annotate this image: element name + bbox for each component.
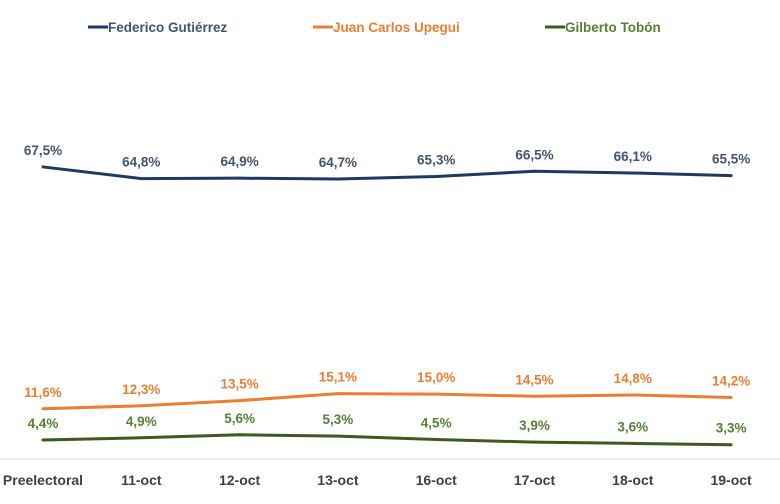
data-label: 5,3% [323,412,354,427]
legend-entry: Gilberto Tobón [565,20,661,35]
data-point [533,440,536,444]
legend: Federico Gutiérrez Juan Carlos Upegui Gilb… [88,20,661,35]
data-point [533,394,536,398]
x-tick-label: 12-oct [219,472,261,488]
data-label: 65,5% [712,152,750,167]
legend-entry: Federico Gutiérrez [108,20,228,35]
data-point [336,434,340,438]
x-tick-label: 13-oct [317,472,359,488]
data-point [434,392,438,396]
data-point [729,396,733,400]
data-label: 3,6% [617,419,648,434]
data-label: 64,9% [220,154,258,169]
data-label: 67,5% [24,143,62,158]
data-point [729,443,733,447]
data-point [631,393,635,397]
data-point [336,177,340,181]
data-point [434,174,438,178]
data-label: 12,3% [122,382,160,397]
data-point [336,392,340,396]
x-axis-labels: Preelectoral 11-oct 12-oct 13-oct 16-oct 17-o… [3,472,752,488]
x-tick-label: 17-oct [514,472,556,488]
data-label: 65,3% [417,152,455,167]
data-label: 13,5% [220,377,258,392]
data-label: 3,3% [716,421,747,436]
data-point [238,433,242,437]
data-point [238,399,242,403]
data-point [139,404,143,408]
data-label: 66,5% [515,147,553,162]
x-tick-label: 16-oct [416,472,458,488]
data-label: 14,2% [712,374,750,389]
legend-entry: Juan Carlos Upegui [333,20,460,35]
data-point [631,171,635,175]
data-label: 14,8% [614,371,652,386]
data-label: 4,9% [126,414,157,429]
data-label: 4,5% [421,416,452,431]
data-label: 64,8% [122,155,160,170]
x-tick-label: 11-oct [121,472,162,488]
data-point [139,177,143,181]
data-point [533,169,536,173]
data-point [41,438,45,442]
x-tick-label: 18-oct [612,472,654,488]
data-point [631,441,635,445]
data-label: 15,0% [417,370,455,385]
x-tick-label: 19-oct [710,472,752,488]
series-line [42,165,732,181]
series-line [42,392,732,411]
data-point [41,165,45,169]
data-label: 14,5% [515,372,553,387]
data-point [238,176,242,180]
data-label: 66,1% [614,149,652,164]
data-label: 4,4% [28,416,59,431]
data-point [729,174,733,178]
data-label: 11,6% [24,385,62,400]
data-label: 64,7% [319,155,357,170]
data-point [434,438,438,442]
data-point [41,407,45,411]
data-label: 15,1% [319,370,357,385]
x-tick-label: Preelectoral [3,472,83,488]
data-point [139,436,143,440]
series-line [42,433,732,447]
data-label: 3,9% [519,418,550,433]
data-label: 5,6% [224,411,255,426]
